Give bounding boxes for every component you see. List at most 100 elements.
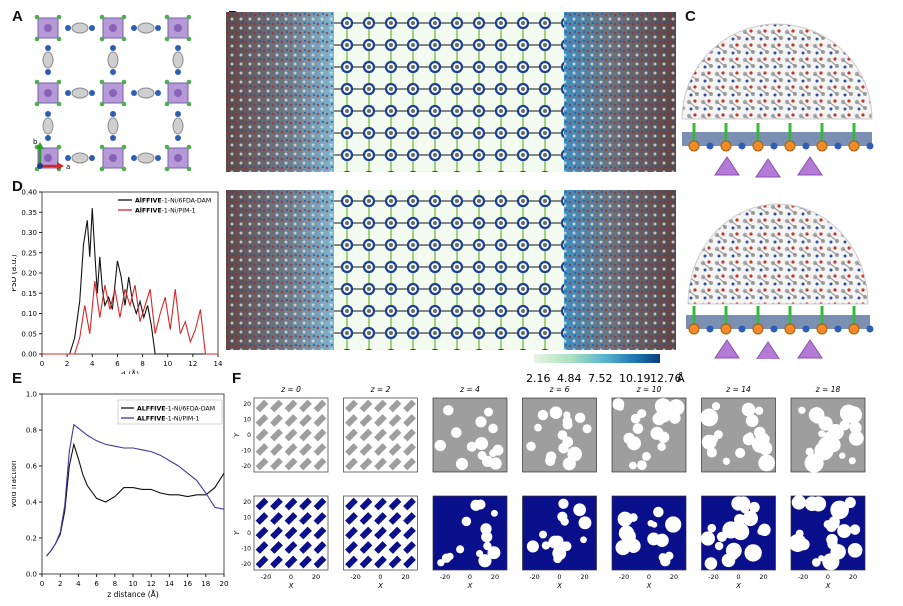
slice-x-label: X — [735, 582, 741, 590]
pore-blob — [255, 457, 269, 471]
slice-x-tick: -20 — [529, 573, 540, 581]
pore-blob — [754, 406, 764, 416]
metal-atom — [109, 89, 117, 97]
pore-blob — [526, 540, 539, 553]
slice-x-tick: -20 — [440, 573, 451, 581]
metal-atom — [752, 323, 764, 335]
pore-blob — [345, 541, 358, 554]
nitrogen-atom — [706, 325, 714, 333]
fluorine-atom — [56, 101, 62, 107]
pore-blob — [388, 443, 402, 456]
y-tick-label: 0.8 — [26, 427, 37, 435]
pore-blob — [741, 402, 756, 417]
pore-blob — [403, 512, 416, 525]
x-tick-label: 18 — [201, 580, 210, 588]
pore-blob — [313, 428, 327, 442]
y-tick-label: 0.00 — [21, 351, 37, 359]
pore-blob — [658, 553, 668, 562]
x-tick-label: 8 — [140, 360, 144, 368]
pore-blob — [475, 416, 487, 428]
pore-blob — [443, 405, 454, 416]
pore-blob — [647, 519, 655, 527]
pore-blob — [359, 512, 373, 525]
octahedron — [755, 158, 781, 178]
pore-blob — [788, 534, 807, 552]
pore-blob — [255, 541, 269, 554]
slice-y-tick: 10 — [243, 515, 251, 522]
nitrogen-atom — [89, 25, 95, 31]
fluorine-atom — [121, 144, 127, 150]
nitrogen-atom — [131, 155, 137, 161]
slice-x-label: X — [467, 582, 473, 590]
metal-atom — [688, 140, 700, 152]
pore-blob — [388, 399, 402, 413]
metal-atom — [784, 323, 796, 335]
pore-blob — [811, 558, 821, 567]
linker-ring — [71, 152, 89, 164]
pore-blob — [270, 555, 283, 569]
pore-blob — [722, 457, 731, 465]
pore-blob — [628, 461, 637, 470]
pore-blob — [359, 541, 373, 554]
nitrogen-atom — [175, 45, 181, 51]
x-tick-label: 12 — [188, 360, 197, 368]
metal-atom — [784, 140, 796, 152]
panel-e-letter: E — [12, 370, 23, 387]
fluorine-atom — [99, 101, 105, 107]
pore-blob — [475, 437, 489, 451]
pore-blob — [847, 542, 863, 558]
pore-blob — [313, 541, 327, 554]
pore-blob — [562, 419, 573, 430]
pore-blob — [558, 498, 569, 509]
pore-blob — [669, 412, 681, 424]
pore-blob — [798, 406, 806, 414]
pore-blob — [714, 541, 724, 551]
pore-blob — [388, 457, 402, 471]
legend-entry: ALFFIVE-1-Ni/6FDA-DAM — [137, 406, 215, 413]
x-tick-label: 20 — [220, 580, 229, 588]
pore-blob — [270, 443, 283, 456]
pore-blob — [701, 434, 717, 450]
slice-x-tick: 0 — [826, 573, 830, 581]
pore-blob — [612, 398, 625, 411]
x-axis-label: z distance (Å) — [107, 590, 159, 599]
slice-y-tick: -20 — [241, 463, 251, 470]
metal-atom — [848, 323, 860, 335]
pore-blob — [255, 399, 269, 413]
fluorine-atom — [99, 36, 105, 42]
pore-blob — [534, 423, 542, 432]
nitrogen-atom — [866, 142, 874, 150]
pore-blob — [403, 428, 416, 442]
x-tick-label: 4 — [76, 580, 81, 588]
slice-x-label: X — [377, 582, 383, 590]
pore-blob — [839, 404, 857, 422]
pore-blob — [813, 416, 821, 424]
pore-blob — [299, 399, 312, 413]
legend-rest-part: -1-Ni/6FDA-DAM — [166, 406, 216, 413]
linker-ring — [42, 117, 54, 135]
pore-blob — [403, 443, 416, 456]
nitrogen-atom — [110, 69, 116, 75]
legend-box — [117, 399, 223, 425]
series-line — [42, 281, 218, 355]
pore-blob — [299, 414, 312, 427]
pore-blob — [284, 457, 298, 471]
slice-x-tick: 0 — [378, 573, 382, 581]
colorbar-tick-label: 10.19 — [619, 372, 651, 385]
fluorine-atom — [56, 36, 62, 42]
nitrogen-atom — [65, 90, 71, 96]
pore-blob — [624, 531, 636, 544]
fluorine-atom — [121, 14, 127, 20]
pore-blob — [403, 497, 416, 511]
pore-blob — [388, 512, 402, 525]
pore-blob — [483, 541, 492, 551]
pore-blob — [475, 499, 486, 510]
pore-blob — [255, 512, 269, 525]
slice-y-tick: 20 — [243, 401, 251, 408]
fluorine-atom — [34, 101, 40, 107]
fluorine-atom — [34, 14, 40, 20]
pore-blob — [574, 412, 586, 424]
nitrogen-atom — [65, 155, 71, 161]
pore-blob — [650, 426, 664, 440]
pore-blob — [740, 505, 749, 514]
